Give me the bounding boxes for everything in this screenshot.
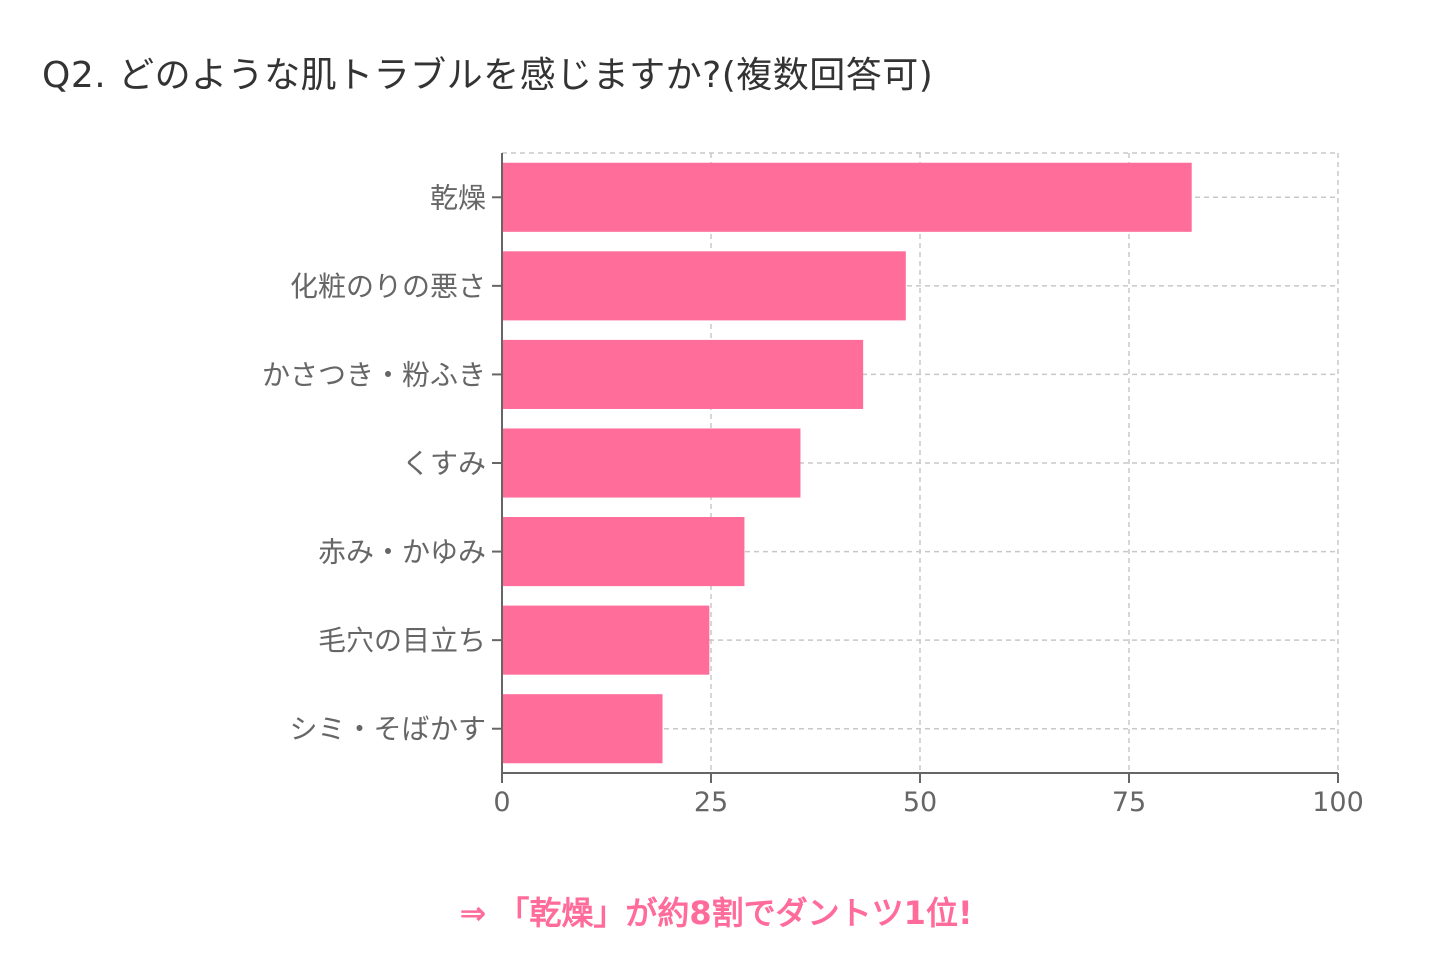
- category-label: 毛穴の目立ち: [318, 624, 486, 657]
- x-tick-label: 75: [1112, 787, 1146, 818]
- x-tick-label: 50: [903, 787, 937, 818]
- category-label: 赤み・かゆみ: [318, 536, 486, 569]
- bar-4: [502, 517, 745, 587]
- bar-2: [502, 339, 864, 409]
- chart-title: Q2. どのような肌トラブルを感じますか?(複数回答可): [42, 55, 934, 96]
- bar-3: [502, 428, 801, 498]
- x-tick-label: 25: [694, 787, 728, 818]
- bar-0: [502, 162, 1192, 232]
- conclusion-note: ⇒ 「乾燥」が約8割でダントツ1位!: [459, 894, 973, 932]
- bar-6: [502, 694, 663, 764]
- bar-1: [502, 251, 906, 321]
- x-tick-label: 0: [493, 787, 510, 818]
- category-label: くすみ: [402, 447, 486, 480]
- category-label: かさつき・粉ふき: [262, 358, 486, 391]
- category-label: 化粧のりの悪さ: [290, 270, 486, 303]
- bar-5: [502, 605, 710, 675]
- bars: [502, 162, 1192, 764]
- category-label: シミ・そばかす: [289, 713, 486, 746]
- category-label: 乾燥: [430, 181, 486, 214]
- axes: [492, 153, 1339, 783]
- labels: 0 25 50 75 100 乾燥化粧のりの悪さかさつき・粉ふきくすみ赤み・かゆみ毛穴の目…: [262, 181, 1364, 818]
- x-tick-label: 100: [1312, 787, 1364, 818]
